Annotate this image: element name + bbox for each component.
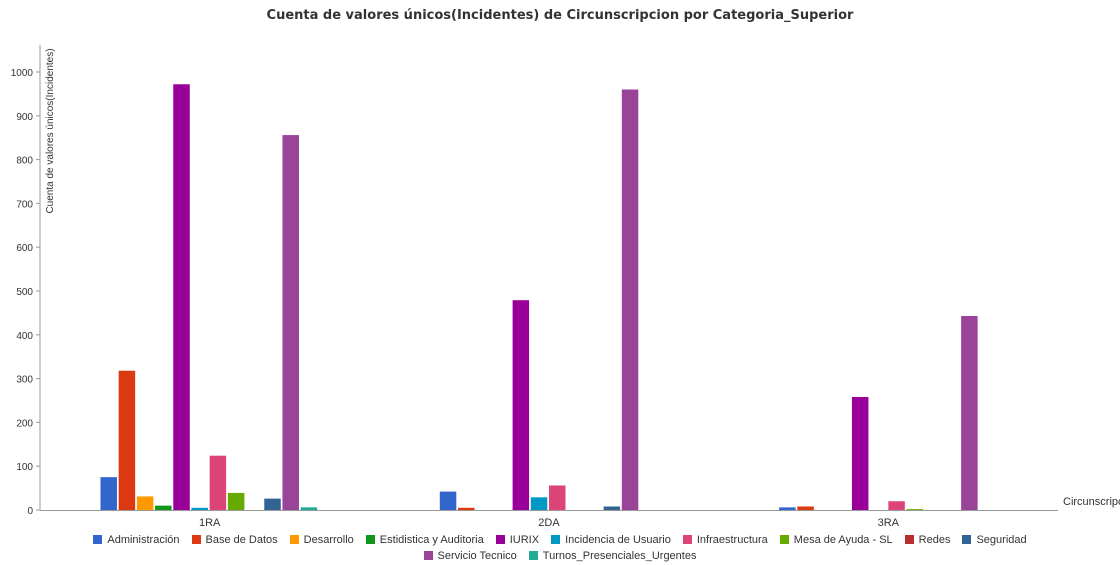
legend-label: Servicio Tecnico <box>437 550 517 562</box>
bars-group <box>100 84 978 511</box>
legend-item[interactable]: Base de Datos <box>191 532 278 548</box>
legend-label: Estidistica y Auditoria <box>379 534 484 546</box>
bar[interactable] <box>173 84 190 510</box>
x-tick-label: 2DA <box>538 517 560 529</box>
y-tick-label: 300 <box>16 375 33 386</box>
bar[interactable] <box>549 485 566 510</box>
legend-label: Seguridad <box>976 534 1027 546</box>
bar[interactable] <box>282 135 299 510</box>
y-tick-label: 0 <box>27 506 33 517</box>
bar[interactable] <box>906 509 924 510</box>
y-tick-label: 800 <box>16 156 33 167</box>
x-axis: 1RA 2DA 3RA <box>40 510 1058 529</box>
bar[interactable] <box>512 300 530 510</box>
bar[interactable] <box>100 477 117 510</box>
legend-swatch <box>682 535 692 544</box>
y-tick-label: 500 <box>16 287 33 298</box>
bar[interactable] <box>888 501 905 510</box>
legend-swatch <box>962 535 972 544</box>
legend-item[interactable]: Incidencia de Usuario <box>551 532 671 548</box>
bar[interactable] <box>191 507 208 510</box>
legend-swatch <box>528 551 538 560</box>
bar[interactable] <box>458 507 475 510</box>
y-tick-label: 200 <box>16 418 33 429</box>
legend-item[interactable]: IURIX <box>495 532 540 548</box>
legend-swatch <box>93 535 103 544</box>
legend-item[interactable]: Infraestructura <box>682 532 768 548</box>
x-tick-label: 1RA <box>199 517 221 529</box>
legend-item[interactable]: Turnos_Presenciales_Urgentes <box>528 548 697 564</box>
legend-label: Incidencia de Usuario <box>565 534 671 546</box>
y-tick-label: 400 <box>16 331 33 342</box>
legend-swatch <box>191 535 201 544</box>
y-tick-label: 600 <box>16 243 33 254</box>
legend-swatch <box>779 535 789 544</box>
legend-swatch <box>423 551 433 560</box>
legend-label: Turnos_Presenciales_Urgentes <box>542 550 697 562</box>
legend-swatch <box>904 535 914 544</box>
bar[interactable] <box>155 505 172 510</box>
legend-label: Infraestructura <box>696 534 768 546</box>
bar[interactable] <box>797 506 814 510</box>
bar[interactable] <box>264 498 281 510</box>
y-axis-label: Cuenta de valores únicos(Incidentes) <box>45 48 56 213</box>
legend-swatch <box>289 535 299 544</box>
legend-label: IURIX <box>509 534 540 546</box>
bar[interactable] <box>209 455 227 510</box>
legend-label: Desarrollo <box>303 534 354 546</box>
legend-swatch <box>551 535 561 544</box>
bar[interactable] <box>530 497 548 510</box>
legend-swatch <box>365 535 375 544</box>
y-tick-label: 700 <box>16 199 33 210</box>
legend-item[interactable]: Mesa de Ayuda - SL <box>779 532 893 548</box>
legend-label: Base de Datos <box>205 534 278 546</box>
chart-title: Cuenta de valores únicos(Incidentes) de … <box>266 8 854 23</box>
legend-item[interactable]: Administración <box>93 532 180 548</box>
legend-item[interactable]: Redes <box>904 532 951 548</box>
x-axis-label: Circunscripcion <box>1063 496 1120 508</box>
bar-chart: 0 100 200 300 400 500 600 700 800 900 1000 1RA 2DA 3… <box>11 45 1120 529</box>
y-tick-label: 900 <box>16 112 33 123</box>
legend-item[interactable]: Desarrollo <box>289 532 354 548</box>
bar[interactable] <box>136 496 154 510</box>
legend: Administración Base de Datos Desarrollo Est… <box>40 532 1080 564</box>
bar[interactable] <box>851 396 869 510</box>
legend-label: Administración <box>107 534 180 546</box>
bar[interactable] <box>227 492 245 510</box>
legend-label: Mesa de Ayuda - SL <box>793 534 893 546</box>
bar[interactable] <box>779 507 796 510</box>
legend-item[interactable]: Estidistica y Auditoria <box>365 532 484 548</box>
legend-item[interactable]: Seguridad <box>962 532 1027 548</box>
bar[interactable] <box>603 506 621 510</box>
bar[interactable] <box>300 507 318 510</box>
legend-label: Redes <box>918 534 951 546</box>
x-tick-label: 3RA <box>878 517 900 529</box>
legend-item[interactable]: Servicio Tecnico <box>423 548 517 564</box>
legend-swatch <box>495 535 505 544</box>
bar[interactable] <box>961 315 978 510</box>
bar[interactable] <box>118 370 136 510</box>
y-tick-label: 1000 <box>11 68 34 79</box>
bar[interactable] <box>439 491 457 510</box>
y-axis: 0 100 200 300 400 500 600 700 800 900 1000 <box>11 45 41 517</box>
y-tick-label: 100 <box>16 462 33 473</box>
bar[interactable] <box>621 89 639 511</box>
